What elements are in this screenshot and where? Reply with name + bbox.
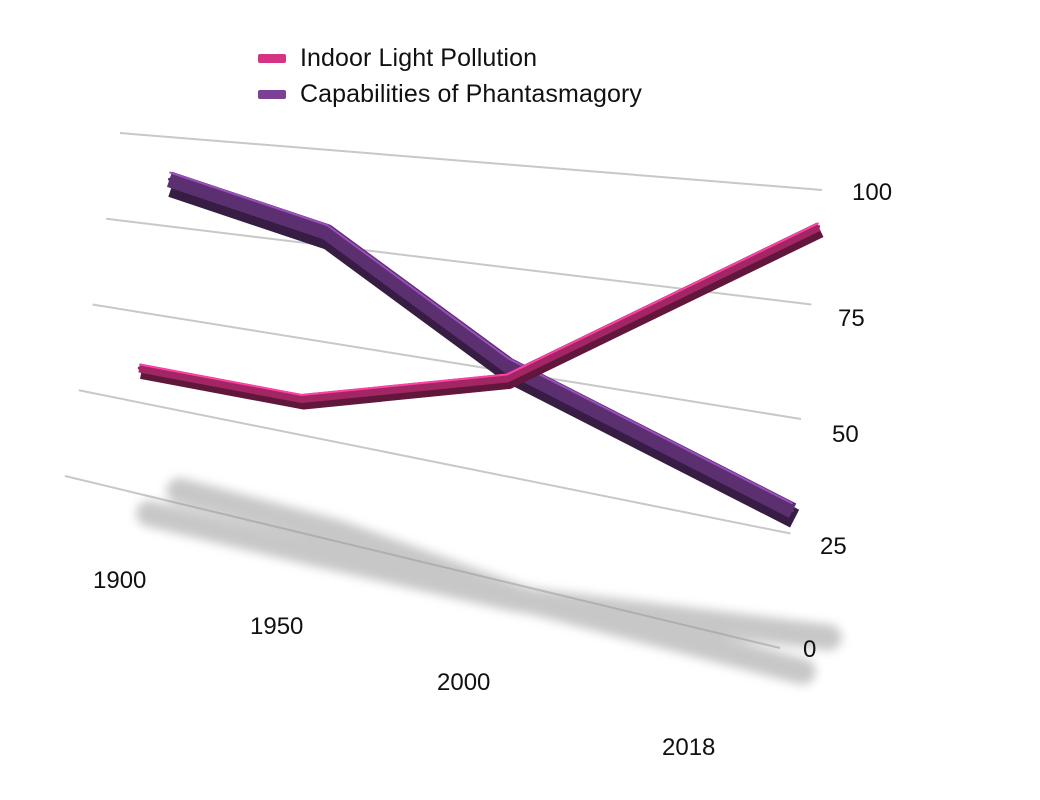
gridline (78, 389, 791, 535)
series-ribbon-highlight (169, 171, 794, 505)
series-shadows (136, 477, 842, 685)
data-point (505, 376, 509, 380)
data-point (791, 509, 795, 513)
legend-label: Indoor Light Pollution (300, 43, 538, 72)
x-tick-label: 1950 (250, 613, 303, 640)
series-shadow (166, 477, 816, 685)
data-point (300, 397, 304, 400)
series-line (166, 171, 797, 518)
y-tick-label: 0 (803, 636, 816, 663)
y-tick-label: 75 (838, 305, 865, 332)
legend-item: Indoor Light Pollution (258, 40, 642, 76)
chart-legend: Indoor Light Pollution Capabilities of P… (258, 40, 642, 112)
legend-swatch (258, 53, 286, 63)
x-tick-label: 2000 (437, 669, 490, 696)
y-tick-label: 50 (832, 421, 859, 448)
series-line (138, 222, 821, 403)
data-point (817, 225, 821, 229)
data-point (325, 230, 329, 234)
legend-label: Capabilities of Phantasmagory (300, 79, 642, 108)
series-ribbon (166, 171, 800, 528)
gridline (119, 132, 823, 191)
series-shadow (136, 500, 842, 651)
series-ribbon-highlight (139, 222, 820, 396)
y-tick-label: 100 (852, 179, 892, 206)
data-point (507, 364, 511, 368)
gridline (92, 303, 802, 420)
data-point (137, 366, 141, 370)
series-ribbon (137, 222, 824, 410)
legend-item: Capabilities of Phantasmagory (258, 76, 642, 112)
y-tick-label: 25 (820, 533, 847, 560)
x-tick-label: 1900 (93, 567, 146, 594)
data-point (168, 177, 171, 181)
gridlines (64, 132, 823, 649)
x-tick-label: 2018 (662, 734, 715, 761)
legend-swatch (258, 89, 286, 99)
